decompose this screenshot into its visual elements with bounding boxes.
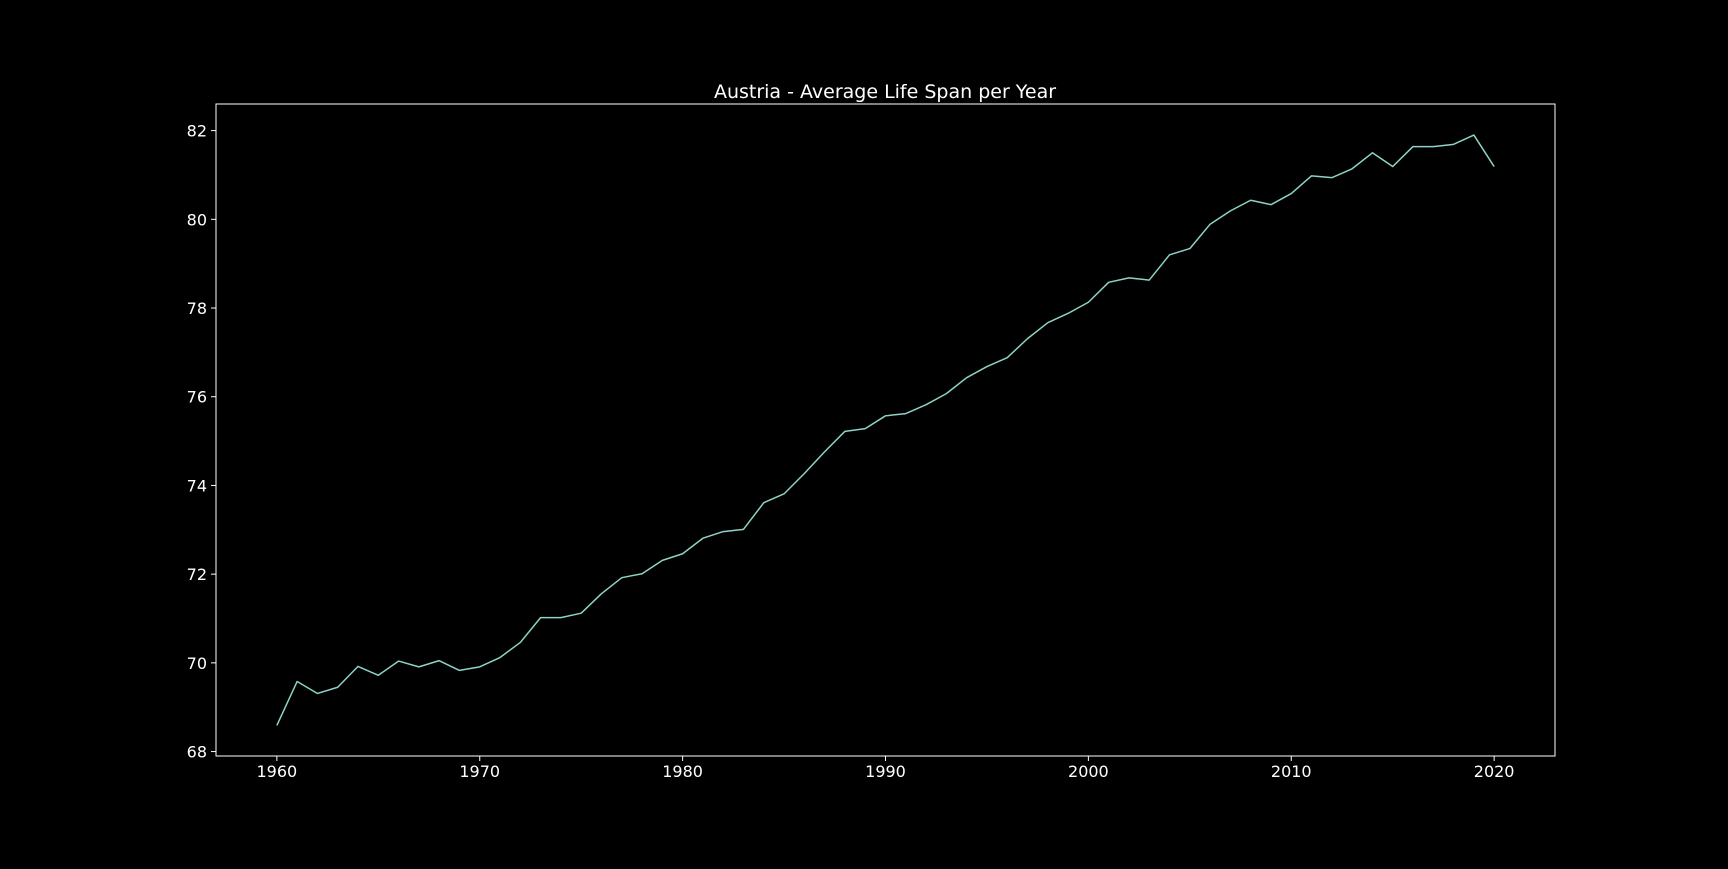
x-axis: 1960 1970 1980 1990 2000 2010 2020 xyxy=(257,756,1515,781)
y-tick-label: 78 xyxy=(187,299,207,318)
x-tick-label: 1960 xyxy=(257,762,298,781)
x-tick-label: 2010 xyxy=(1271,762,1312,781)
y-tick-label: 74 xyxy=(187,476,207,495)
chart-title: Austria - Average Life Span per Year xyxy=(714,81,1056,103)
y-tick-label: 70 xyxy=(187,654,207,673)
series-line-0 xyxy=(276,134,1495,726)
y-tick-label: 76 xyxy=(187,388,207,407)
x-tick-label: 1980 xyxy=(662,762,703,781)
x-tick-label: 1990 xyxy=(865,762,906,781)
plot-frame xyxy=(215,103,1556,757)
y-tick-label: 80 xyxy=(187,210,207,229)
series-layer xyxy=(276,134,1495,726)
y-axis: 68 70 72 74 76 78 80 82 xyxy=(187,122,216,762)
y-tick-label: 68 xyxy=(187,743,207,762)
y-tick-label: 72 xyxy=(187,565,207,584)
x-tick-label: 2000 xyxy=(1068,762,1109,781)
x-tick-label: 2020 xyxy=(1474,762,1515,781)
y-tick-label: 82 xyxy=(187,122,207,141)
x-tick-label: 1970 xyxy=(459,762,500,781)
